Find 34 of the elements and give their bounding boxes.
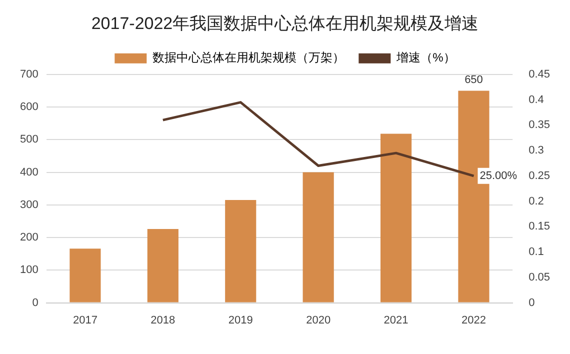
x-tick-label: 2019: [228, 314, 253, 326]
y-tick-label: 200: [20, 232, 38, 244]
bar: [147, 229, 178, 302]
y-tick-label: 500: [20, 134, 38, 146]
y2-tick-label: 0.3: [528, 144, 544, 157]
y-tick-label: 100: [20, 264, 38, 276]
x-tick-label: 2020: [306, 314, 331, 326]
x-tick-label: 2018: [150, 314, 176, 326]
y2-tick-label: 0.15: [528, 220, 550, 233]
y-tick-label: 400: [20, 166, 38, 178]
y2-tick-label: 0.1: [528, 246, 544, 258]
y2-tick-label: 0.25: [528, 170, 550, 182]
bar: [380, 134, 412, 302]
bar: [225, 200, 256, 302]
data-label: 650: [464, 74, 483, 86]
bar: [70, 248, 101, 302]
y-tick-label: 300: [20, 198, 38, 211]
y-tick-label: 0: [32, 296, 38, 309]
y2-tick-label: 0.4: [528, 94, 544, 106]
y2-tick-label: 0: [528, 296, 535, 309]
y2-tick-label: 0.05: [528, 271, 550, 284]
y-tick-label: 700: [20, 68, 38, 80]
bar: [302, 172, 334, 302]
data-label: 25.00%: [480, 170, 518, 182]
legend-label: 数据中心总体在用机架规模（万架）: [152, 50, 345, 65]
x-tick-label: 2021: [384, 314, 408, 326]
y2-tick-label: 0.2: [528, 195, 544, 208]
legend-label: 增速（%）: [396, 50, 456, 65]
y2-tick-label: 0.45: [528, 68, 550, 80]
chart-title: 2017-2022年我国数据中心总体在用机架规模及增速: [91, 14, 479, 33]
x-tick-label: 2022: [461, 314, 486, 326]
y2-tick-label: 0.35: [528, 119, 550, 132]
y-tick-label: 600: [20, 101, 38, 114]
x-tick-label: 2017: [72, 314, 98, 326]
